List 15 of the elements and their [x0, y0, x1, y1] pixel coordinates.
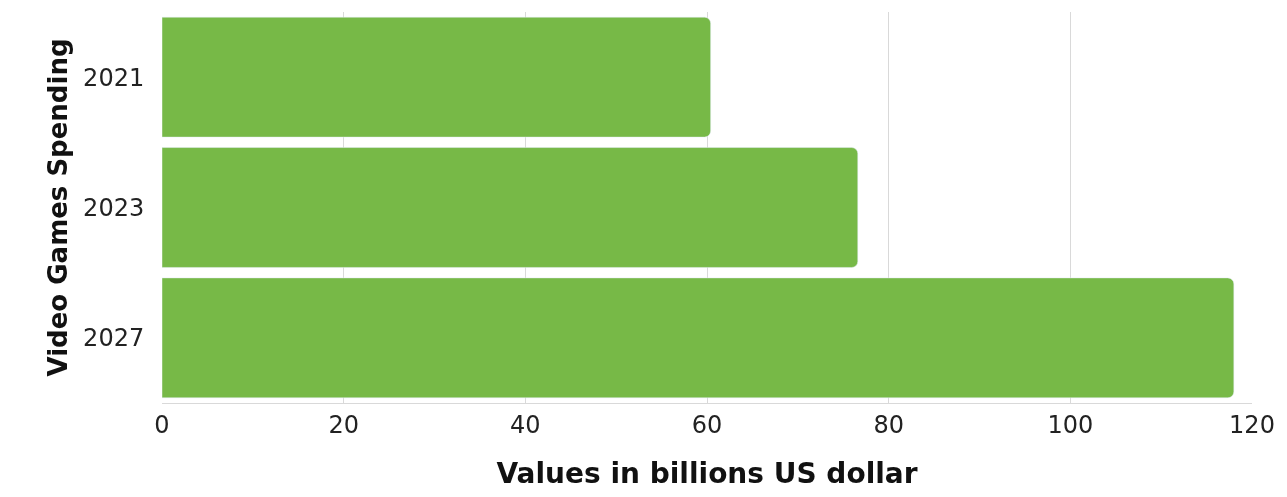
- x-tick-label: 100: [1047, 410, 1094, 439]
- bar: [162, 16, 711, 138]
- x-tick-label: 60: [691, 410, 723, 439]
- x-axis-title: Values in billions US dollar: [496, 456, 918, 490]
- x-tick-label: 40: [510, 410, 541, 439]
- y-tick-label: 2023: [83, 193, 145, 222]
- x-tick-label: 120: [1229, 410, 1275, 439]
- y-axis-title: Video Games Spending: [42, 38, 73, 377]
- bar: [162, 147, 859, 268]
- y-tick-label: 2021: [83, 63, 145, 92]
- x-tick-label: 0: [154, 410, 170, 439]
- y-tick-label: 2027: [83, 324, 145, 353]
- bar: [162, 277, 1235, 399]
- x-tick-label: 80: [873, 410, 904, 439]
- x-tick-label: 20: [328, 410, 359, 439]
